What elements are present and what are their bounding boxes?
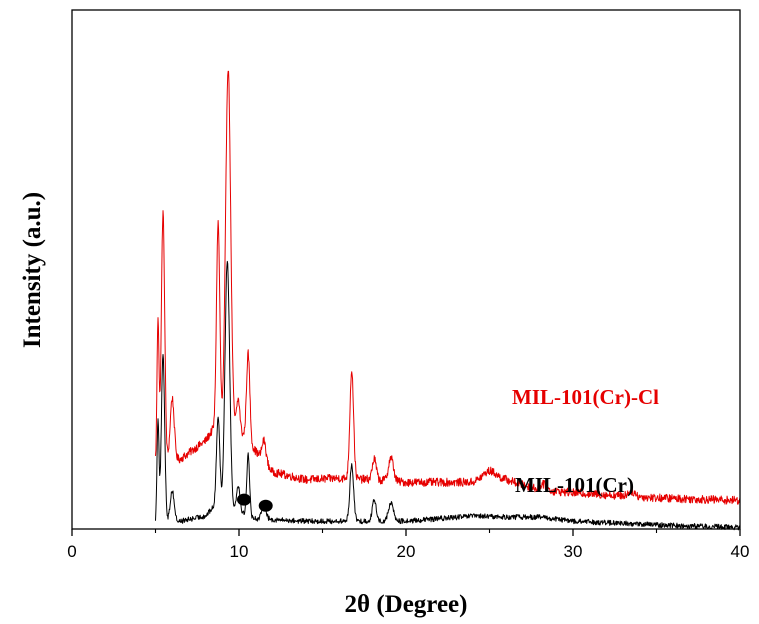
x-tick-label: 10 (230, 542, 249, 561)
x-tick-label: 40 (731, 542, 750, 561)
x-tick-layer: 0 10 20 30 40 (67, 529, 749, 561)
series-label-mil-101-cr-cl: MIL-101(Cr)-Cl (512, 385, 659, 409)
series-line-mil-101-cr (155, 260, 741, 531)
axes-frame (71, 9, 741, 530)
series-line-mil-101-cr-cl (155, 70, 741, 505)
x-tick-label: 20 (397, 542, 416, 561)
x-tick-label: 0 (67, 542, 76, 561)
phase-marker-dot (237, 493, 252, 506)
x-tick-label: 30 (564, 542, 583, 561)
y-axis-title: Intensity (a.u.) (19, 192, 46, 348)
x-axis-title: 2θ (Degree) (345, 591, 468, 618)
series-layer (155, 70, 741, 531)
marker-layer (237, 493, 273, 512)
phase-marker-dot (258, 499, 273, 512)
series-label-mil-101-cr: MIL-101(Cr) (515, 473, 634, 497)
